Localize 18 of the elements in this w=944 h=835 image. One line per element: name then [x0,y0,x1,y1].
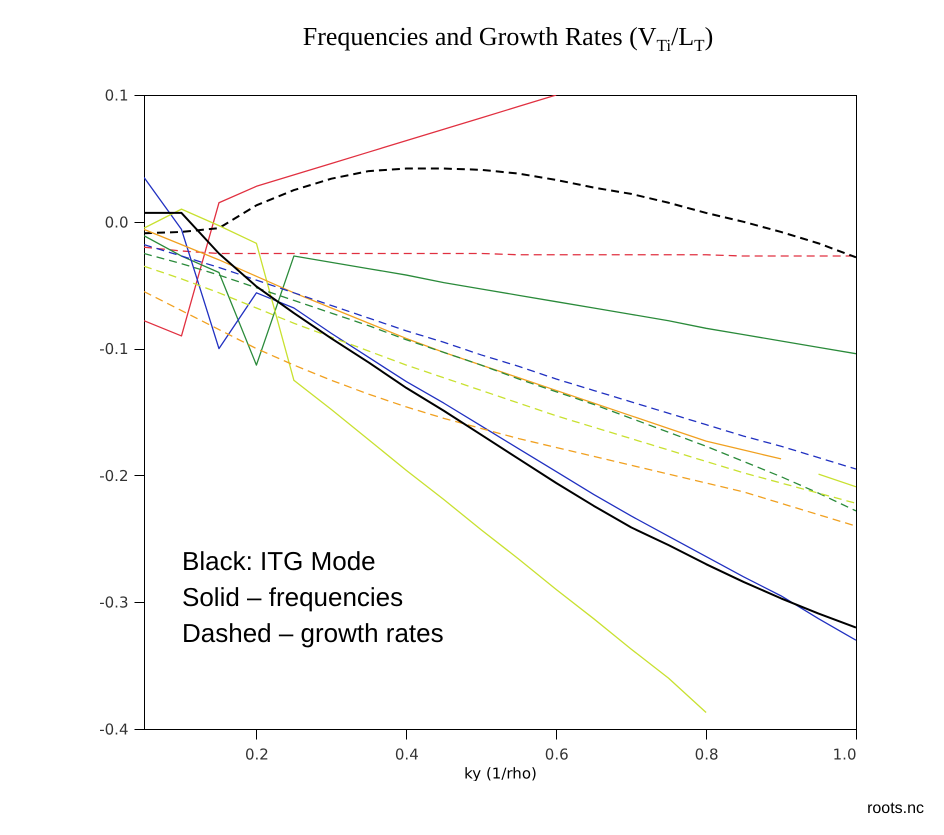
line-series [144,228,782,460]
y-tick-label: 0.0 [104,213,128,232]
annotation: Solid – frequencies [182,582,404,612]
text: roots.nc [867,800,924,818]
annotation: Black: ITG Mode [182,546,376,576]
x-tick-label: 0.6 [544,746,569,764]
chart-title: Frequencies and Growth Rates (V$_{Ti}$/L$_{T}$) [302,22,714,56]
y-tick-label: -0.3 [99,594,128,612]
annotation: Dashed – growth rates [182,618,444,648]
y-tick-label: -0.4 [99,720,128,738]
x-tick-label: 1.0 [832,746,856,764]
x-tick-label: 0.2 [244,746,269,764]
y-tick-label: -0.2 [99,466,128,485]
x-tick-label: 0.8 [694,746,719,764]
x-tick-label: 0.4 [394,746,419,764]
y-tick-label: 0.1 [104,86,128,104]
y-tick-label: -0.1 [99,340,128,358]
line-series [144,290,856,527]
